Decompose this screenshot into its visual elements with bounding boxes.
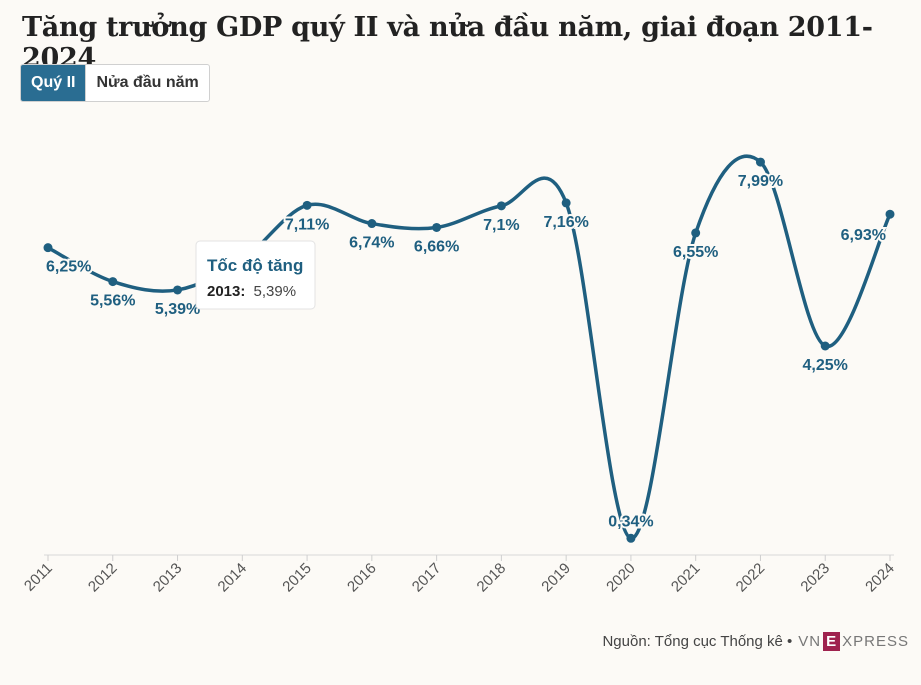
data-point[interactable]	[43, 243, 53, 253]
data-point[interactable]	[626, 533, 636, 543]
data-point[interactable]	[302, 200, 312, 210]
x-tick-label: 2020	[603, 560, 639, 596]
data-point[interactable]	[691, 228, 701, 238]
tab-quarter-2[interactable]: Quý II	[21, 65, 86, 101]
data-label: 7,16%	[543, 214, 588, 231]
data-point[interactable]	[755, 157, 765, 167]
x-tick-label: 2011	[21, 560, 56, 595]
data-label: 5,56%	[90, 293, 135, 310]
data-label: 7,11%	[285, 216, 329, 233]
tooltip-body: 2013: 5,39%	[207, 283, 296, 300]
chart-title: Tăng trưởng GDP quý II và nửa đầu năm, g…	[22, 12, 873, 74]
data-point[interactable]	[561, 198, 571, 208]
x-tick-label: 2012	[85, 560, 121, 596]
data-label: 6,66%	[414, 238, 459, 255]
data-label: 6,25%	[46, 259, 91, 276]
x-tick-label: 2024	[862, 560, 898, 596]
data-point[interactable]	[885, 209, 895, 219]
x-tick-label: 2022	[733, 560, 769, 596]
data-label: 6,74%	[349, 235, 394, 252]
data-label: 6,93%	[841, 227, 886, 244]
data-label: 6,55%	[673, 244, 718, 261]
data-point[interactable]	[367, 219, 377, 229]
data-point[interactable]	[820, 341, 830, 351]
data-labels: 6,25% 5,56% 5,39% 7,11% 6,74% 6,66% 7,1% 7,16% 0…	[44, 171, 888, 532]
logo-vn: VN	[798, 633, 822, 650]
data-point[interactable]	[108, 277, 118, 287]
x-tick-label: 2023	[797, 560, 833, 596]
data-point[interactable]	[496, 201, 506, 211]
data-label: 7,1%	[483, 217, 519, 234]
x-tick-label: 2017	[409, 560, 445, 596]
x-tick-label: 2018	[474, 560, 510, 596]
logo-e: E	[823, 632, 841, 651]
tooltip-value: 5,39%	[254, 283, 297, 300]
vnexpress-logo[interactable]: VN E XPRESS	[798, 632, 909, 651]
tab-first-half[interactable]: Nửa đầu năm	[85, 65, 208, 101]
x-tick-label: 2014	[215, 560, 251, 596]
source-text: Nguồn: Tổng cục Thống kê •	[602, 633, 793, 650]
data-label: 7,99%	[738, 173, 783, 190]
tooltip-heading: Tốc độ tăng	[207, 256, 303, 275]
x-tick-label: 2013	[150, 560, 186, 596]
x-tick-label: 2019	[538, 560, 574, 596]
data-label: 0,34%	[608, 513, 653, 530]
tooltip-year: 2013:	[207, 283, 245, 300]
data-point[interactable]	[432, 222, 442, 232]
tooltip-box	[195, 240, 316, 310]
x-tick-label: 2015	[279, 560, 315, 596]
data-point[interactable]	[173, 285, 183, 295]
data-label: 5,39%	[155, 301, 200, 318]
series-line	[47, 154, 892, 541]
footer: Nguồn: Tổng cục Thống kê • VN E XPRESS	[602, 632, 909, 651]
logo-xpress: XPRESS	[842, 633, 909, 650]
tab-switcher: Quý II Nửa đầu năm	[20, 64, 210, 102]
x-axis: 2011 2012 2013 2014 2015 2016 2017 2018 2019 2020…	[21, 554, 898, 596]
x-tick-label: 2021	[668, 560, 704, 596]
tooltip: Tốc độ tăng 2013: 5,39%	[195, 240, 316, 310]
data-label: 4,25%	[803, 357, 848, 374]
x-tick-label: 2016	[344, 560, 380, 596]
